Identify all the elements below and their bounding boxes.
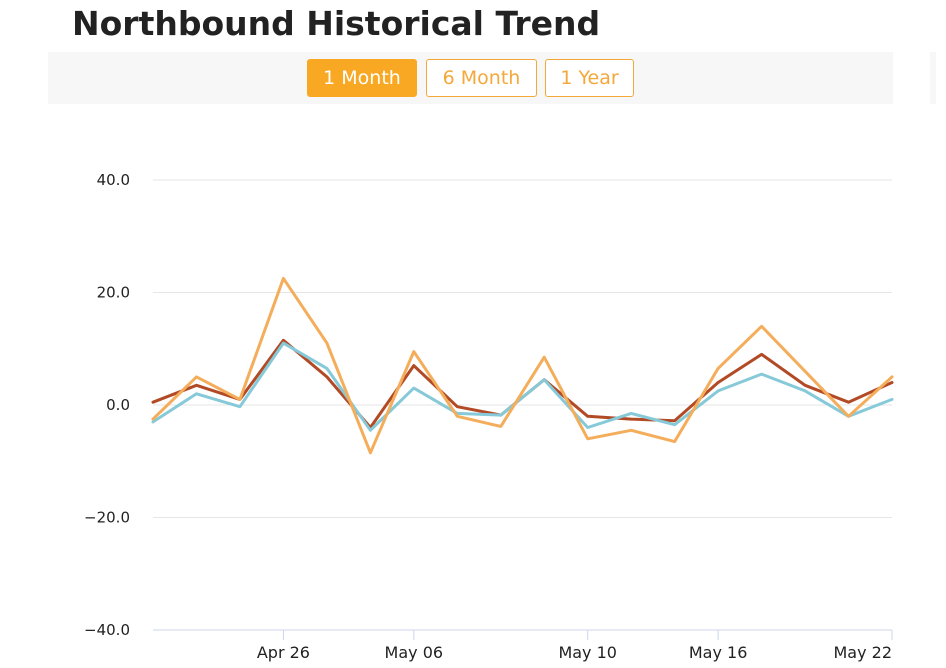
series xyxy=(153,278,892,452)
x-tick-label: Apr 26 xyxy=(257,643,310,662)
series-line-1 xyxy=(153,340,892,427)
x-axis: Apr 26 May 06 May 10 May 16 May 22 xyxy=(257,630,892,662)
x-tick-label: May 22 xyxy=(833,643,892,662)
y-tick-label: 0.0 xyxy=(106,396,130,414)
x-tick-label: May 10 xyxy=(558,643,617,662)
x-tick-label: May 16 xyxy=(689,643,748,662)
y-tick-label: −20.0 xyxy=(84,509,130,527)
grid xyxy=(153,180,892,630)
y-tick-label: 20.0 xyxy=(97,284,130,302)
y-tick-label: 40.0 xyxy=(97,171,130,189)
series-line-2 xyxy=(153,343,892,430)
x-tick-label: May 06 xyxy=(385,643,444,662)
y-axis: 40.0 20.0 0.0 −20.0 −40.0 xyxy=(84,171,130,639)
y-tick-label: −40.0 xyxy=(84,621,130,639)
